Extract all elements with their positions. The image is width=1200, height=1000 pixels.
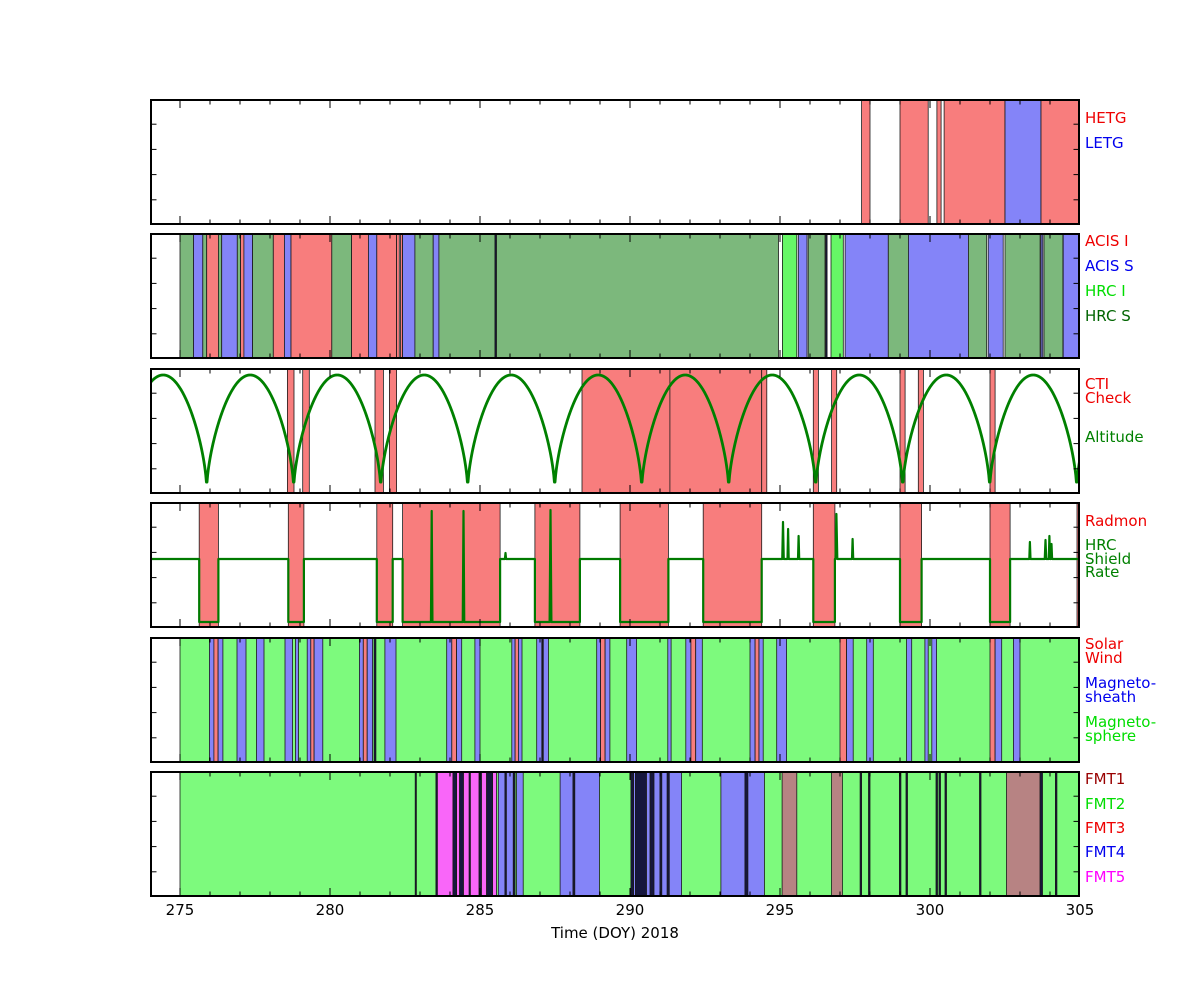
legend-magneto--sheath: Magneto- sheath <box>1085 674 1157 706</box>
x-tick-label-295: 295 <box>765 901 795 919</box>
x-tick-label-285: 285 <box>465 901 495 919</box>
panel-gratings <box>150 99 1080 225</box>
x-tick-label-275: 275 <box>165 901 195 919</box>
legend-hrci: HRC I <box>1085 282 1126 300</box>
legend-radmon: Radmon <box>1085 512 1148 530</box>
legend-fmt3: FMT3 <box>1085 819 1126 837</box>
x-tick-label-280: 280 <box>315 901 345 919</box>
x-tick-label-305: 305 <box>1065 901 1095 919</box>
legend-hrcs: HRC S <box>1085 307 1131 325</box>
legend-cti-check: CTI Check <box>1085 375 1132 407</box>
legend-altitude: Altitude <box>1085 428 1144 446</box>
legend-fmt1: FMT1 <box>1085 770 1126 788</box>
legend-magneto--sphere: Magneto- sphere <box>1085 713 1157 745</box>
x-tick-label-300: 300 <box>915 901 945 919</box>
panel-altitude-cti <box>150 368 1080 494</box>
legend-fmt2: FMT2 <box>1085 795 1126 813</box>
legend-fmt4: FMT4 <box>1085 843 1126 861</box>
legend-fmt5: FMT5 <box>1085 868 1126 886</box>
legend-solar-wind: Solar Wind <box>1085 635 1124 667</box>
legend-aciss: ACIS S <box>1085 257 1134 275</box>
panel-telemetry-formats <box>150 771 1080 897</box>
x-axis-title: Time (DOY) 2018 <box>551 924 679 942</box>
panel-instruments <box>150 233 1080 359</box>
legend-acisi: ACIS I <box>1085 232 1129 250</box>
panel-solar-wind-regions <box>150 637 1080 763</box>
legend-hrc-shield-rate: HRC Shield Rate <box>1085 536 1132 581</box>
legend-hetg: HETG <box>1085 109 1127 127</box>
legend-letg: LETG <box>1085 134 1124 152</box>
panel-radmon-shield <box>150 502 1080 628</box>
x-tick-label-290: 290 <box>615 901 645 919</box>
